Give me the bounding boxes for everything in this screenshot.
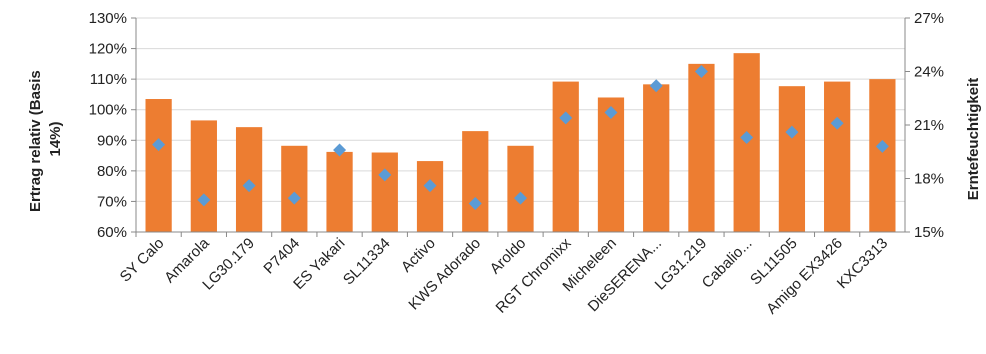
right-axis-tick-label: 18% (914, 171, 944, 188)
right-axis-tick-label: 15% (914, 224, 944, 241)
moisture-marker (875, 139, 889, 153)
axes (131, 17, 910, 237)
left-axis-tick-labels: 60% 70% 80% 90% 100% 110% 120% 130% (89, 10, 127, 241)
moisture-marker (830, 116, 844, 130)
left-axis-tick-label: 100% (89, 102, 127, 119)
bar (869, 79, 896, 233)
moisture-marker (740, 130, 754, 144)
moisture-marker (785, 125, 799, 139)
right-axis-title: Erntefeuchtigkeit (965, 78, 982, 201)
bar (824, 81, 851, 233)
left-axis-tick-label: 130% (89, 10, 127, 27)
left-axis-tick-label: 70% (97, 193, 127, 210)
bar (190, 120, 217, 232)
bar (507, 145, 534, 232)
bar (688, 63, 715, 232)
moisture-marker (287, 191, 301, 205)
left-axis-tick-label: 110% (90, 71, 127, 88)
moisture-marker (242, 179, 256, 193)
moisture-marker (333, 143, 347, 157)
bar (552, 81, 579, 233)
left-axis-title-line-2: 14%) (47, 121, 64, 156)
moisture-marker (604, 106, 618, 120)
bar (643, 84, 670, 232)
moisture-marker (152, 138, 166, 152)
moisture-marker (197, 193, 211, 207)
moisture-marker (559, 111, 573, 125)
moisture-marker (378, 168, 392, 182)
left-axis-tick-label: 120% (89, 41, 127, 58)
moisture-marker (694, 65, 708, 78)
bar (462, 131, 489, 232)
bar (778, 86, 806, 232)
bar (371, 152, 398, 232)
left-axis-title-line-1: Ertrag relativ (Basis (27, 70, 44, 212)
left-axis-title: Ertrag relativ (Basis 14%) (27, 66, 64, 212)
bar-series (145, 53, 896, 233)
right-axis-tick-labels: 15% 18% 21% 24% 27% (914, 10, 944, 241)
bar (597, 97, 625, 232)
moisture-marker (514, 191, 527, 205)
left-axis-tick-label: 80% (97, 163, 127, 180)
right-axis-tick-label: 27% (914, 10, 944, 27)
right-axis-tick-label: 24% (914, 64, 944, 81)
moisture-marker (468, 196, 482, 210)
bar (416, 161, 444, 232)
moisture-marker (649, 79, 663, 93)
moisture-marker (423, 179, 437, 193)
bar (326, 151, 353, 232)
right-axis-tick-label: 21% (914, 117, 944, 134)
left-axis-tick-label: 90% (97, 132, 127, 149)
bar (145, 99, 172, 232)
marker-series (152, 65, 889, 210)
bar (281, 145, 308, 232)
left-axis-tick-label: 60% (97, 224, 127, 241)
